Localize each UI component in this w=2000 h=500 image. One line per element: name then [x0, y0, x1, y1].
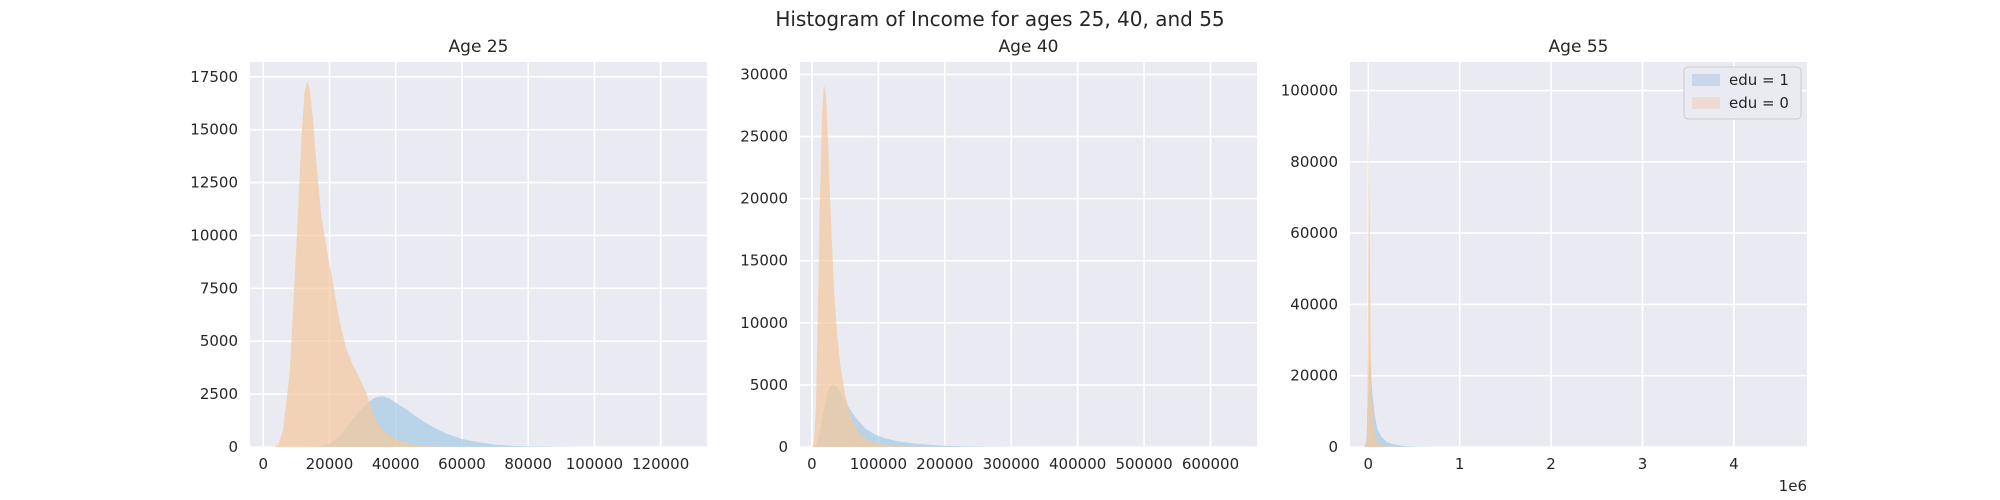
- age-40-tick-labels: 0 100000 200000 300000 400000 500000 600000 0 50…: [740, 65, 1239, 473]
- age-25-x-tick-label: 20000: [306, 455, 354, 473]
- age-25-x-tick-label: 0: [258, 455, 268, 473]
- legend-label-edu-1: edu = 1: [1729, 71, 1789, 89]
- age-55-x-tick-label: 4: [1729, 455, 1739, 473]
- age-40-x-tick-label: 300000: [983, 455, 1040, 473]
- age-25-series: [273, 81, 595, 447]
- age-40-x-tick-label: 400000: [1049, 455, 1106, 473]
- age-55-y-tick-label: 20000: [1290, 367, 1338, 385]
- age-25-y-tick-label: 10000: [190, 226, 238, 244]
- age-55-plot-area: [1350, 62, 1807, 447]
- age-55-x-tick-label: 2: [1546, 455, 1556, 473]
- age-25-title: Age 25: [449, 37, 509, 57]
- age-55-x-tick-label: 0: [1364, 455, 1374, 473]
- age-25-y-tick-label: 2500: [200, 385, 238, 403]
- age-25-y-tick-label: 17500: [190, 68, 238, 86]
- age-25-y-tick-label: 15000: [190, 121, 238, 139]
- age-55-y-tick-label: 60000: [1290, 224, 1338, 242]
- age-40-x-tick-label: 500000: [1115, 455, 1172, 473]
- age-55-tick-labels: 0 1 2 3 4 0 20000 40000 60000 80000 100000: [1281, 82, 1739, 473]
- legend: edu = 1 edu = 0: [1683, 66, 1802, 120]
- age-40-x-tick-label: 0: [807, 455, 817, 473]
- age-55-histogram-edu-0: [1365, 119, 1405, 447]
- age-25-y-tick-label: 5000: [200, 332, 238, 350]
- legend-label-edu-0: edu = 0: [1729, 94, 1789, 112]
- age-55-x-tick-label: 1: [1455, 455, 1465, 473]
- age-55-x-offset-label: 1e6: [1779, 477, 1807, 495]
- age-40-title: Age 40: [999, 37, 1059, 57]
- age-40-histogram-edu-0: [812, 84, 932, 448]
- age-25-x-tick-label: 100000: [566, 455, 623, 473]
- age-55-y-tick-label: 0: [1328, 438, 1338, 456]
- age-40-y-tick-label: 30000: [740, 65, 788, 83]
- age-55-x-tick-label: 3: [1638, 455, 1648, 473]
- age-25-y-tick-label: 7500: [200, 279, 238, 297]
- age-40-grid: [800, 62, 1257, 448]
- age-55-y-tick-label: 40000: [1290, 295, 1338, 313]
- age-55-y-tick-label: 80000: [1290, 153, 1338, 171]
- age-40-series: [812, 84, 1045, 448]
- age-40-x-tick-label: 200000: [916, 455, 973, 473]
- age-40-y-tick-label: 10000: [740, 314, 788, 332]
- figure-title: Histogram of Income for ages 25, 40, and…: [775, 7, 1224, 31]
- age-40-y-tick-label: 0: [778, 438, 788, 456]
- age-40-plot-area: [800, 62, 1257, 447]
- age-55-title: Age 55: [1549, 37, 1609, 57]
- age-40-y-tick-label: 25000: [740, 128, 788, 146]
- age-55-y-tick-label: 100000: [1281, 82, 1338, 100]
- age-40-x-tick-label: 600000: [1182, 455, 1239, 473]
- legend-swatch-edu-0: [1692, 97, 1720, 109]
- age-55-panel: Age 55 0 1 2 3 4020000400006000080000100000 …: [1281, 37, 1807, 495]
- age-40-panel: Age 40 0 100000 200000 300000 400000 500000 60…: [740, 37, 1257, 473]
- age-25-x-tick-label: 40000: [372, 455, 420, 473]
- age-25-x-tick-label: 60000: [438, 455, 486, 473]
- age-25-y-tick-label: 12500: [190, 174, 238, 192]
- age-40-x-tick-label: 100000: [850, 455, 907, 473]
- age-25-histogram-edu-0: [273, 81, 446, 447]
- age-40-y-tick-label: 20000: [740, 190, 788, 208]
- age-25-y-tick-label: 0: [228, 438, 238, 456]
- age-25-x-tick-label: 120000: [632, 455, 689, 473]
- legend-swatch-edu-1: [1692, 74, 1720, 86]
- age-55-series: [1364, 119, 1460, 447]
- age-40-y-tick-label: 5000: [750, 376, 788, 394]
- age-25-panel: Age 25 0 20000 40000 60000 80000 100000 120000…: [190, 37, 707, 473]
- age-40-y-tick-label: 15000: [740, 252, 788, 270]
- age-25-x-tick-label: 80000: [504, 455, 552, 473]
- age-25-tick-labels: 0 20000 40000 60000 80000 100000 120000 0 2500 50…: [190, 68, 689, 473]
